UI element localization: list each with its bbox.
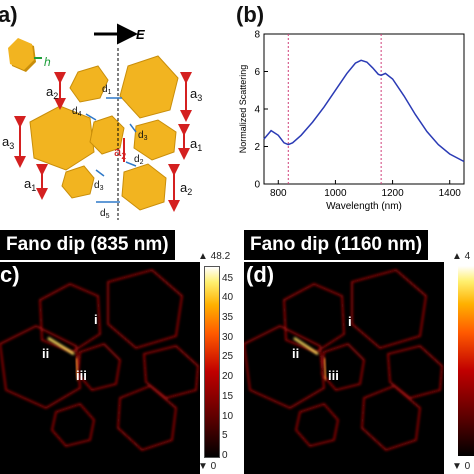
field-map-1160: i ii iii: [244, 262, 444, 474]
hotspot-ii-d: [293, 336, 319, 356]
x-tick-label-2: 1200: [381, 188, 404, 199]
a2-label-center: a2: [114, 144, 126, 161]
scattering-chart: 800 1000 1200 1400 0 2 4 6 8 Wavelength (nm) Norma…: [238, 30, 465, 212]
panel-a-label: a): [0, 2, 18, 27]
y-tick-label-1: 2: [254, 142, 260, 153]
colorbar-c-tick-2: 35: [222, 312, 234, 324]
hotspot-iii-d: [323, 357, 327, 381]
roman-iii-c: iii: [76, 368, 87, 383]
y-tick-label-3: 6: [254, 67, 260, 78]
d4-arrow: [85, 113, 97, 121]
x-tick-label-3: 1400: [439, 188, 462, 199]
a3-label-right: a3: [190, 86, 202, 103]
e-field-label: E: [136, 27, 145, 42]
y-tick-label-2: 4: [254, 105, 260, 116]
colorbar-c-tick-6: 15: [222, 390, 234, 402]
x-tick-label-1: 1000: [324, 188, 347, 199]
colorbar-c-ticks: 45 40 35 30 25 20 15 10 5 0: [222, 266, 246, 461]
colorbar-c: [204, 266, 220, 458]
h-label: h: [44, 55, 51, 69]
roman-i-c: i: [94, 312, 98, 327]
colorbar-c-top: ▲ 48.2: [198, 251, 231, 262]
x-tick-label-0: 800: [270, 188, 287, 199]
roman-ii-d: ii: [292, 346, 299, 361]
y-tick-label-0: 0: [254, 180, 260, 191]
colorbar-c-tick-5: 20: [222, 371, 234, 383]
roman-iii-d: iii: [328, 368, 339, 383]
d3-label: d3: [138, 130, 148, 142]
panel-c-label: c): [0, 262, 20, 287]
panel-a-schematic: h E a2 a3 a3 a2 a1 a1 a2 d1 d4 d3 d2 d3 …: [2, 23, 202, 220]
a2-label-bottom: a2: [180, 180, 192, 197]
y-axis-label: Normalized Scattering: [238, 65, 248, 154]
hotspot-ii-c: [47, 336, 75, 356]
a2-label-top: a2: [46, 84, 58, 101]
d3-arrow-lower: [95, 169, 105, 177]
x-axis-label: Wavelength (nm): [326, 201, 402, 212]
d4-label: d4: [72, 106, 82, 118]
hotspot-iii-c: [75, 357, 79, 381]
d2-label: d2: [134, 154, 144, 166]
d2-arrow: [125, 161, 137, 167]
a1-label-left: a1: [24, 176, 36, 193]
hexagon-cluster: [29, 55, 179, 211]
colorbar-c-tick-9: 0: [222, 450, 228, 461]
roman-i-d: i: [348, 314, 352, 329]
plot-frame: [263, 33, 465, 185]
scattering-series-line: [263, 59, 465, 163]
a1-label-right: a1: [190, 136, 202, 153]
panel-b-label: (b): [236, 2, 265, 27]
small-hexagon-3d: [8, 38, 36, 72]
d3-arrow: [129, 123, 137, 133]
a3-label-left: a3: [2, 134, 14, 151]
d3-label-lower: d3: [94, 180, 104, 192]
field-map-835: i ii iii: [0, 262, 200, 474]
colorbar-c-tick-3: 30: [222, 331, 234, 343]
colorbar-c-bottom: ▼ 0: [198, 461, 217, 472]
panel-c-title: Fano dip (835 nm): [0, 230, 175, 260]
d5-label: d5: [100, 208, 110, 220]
colorbar-d-bottom: ▼ 0: [452, 461, 471, 472]
colorbar-c-tick-4: 25: [222, 351, 234, 363]
panel-d-title: Fano dip (1160 nm): [244, 230, 429, 260]
colorbar-d: [458, 266, 474, 456]
colorbar-c-tick-1: 40: [222, 292, 234, 304]
d1-label: d1: [102, 84, 112, 96]
colorbar-d-top: ▲ 4: [452, 251, 471, 262]
roman-ii-c: ii: [42, 346, 49, 361]
colorbar-c-tick-0: 45: [222, 272, 234, 284]
y-tick-label-4: 8: [254, 30, 260, 41]
colorbar-c-tick-8: 5: [222, 430, 228, 442]
colorbar-c-tick-7: 10: [222, 410, 234, 422]
panel-d-label: (d): [246, 262, 275, 287]
